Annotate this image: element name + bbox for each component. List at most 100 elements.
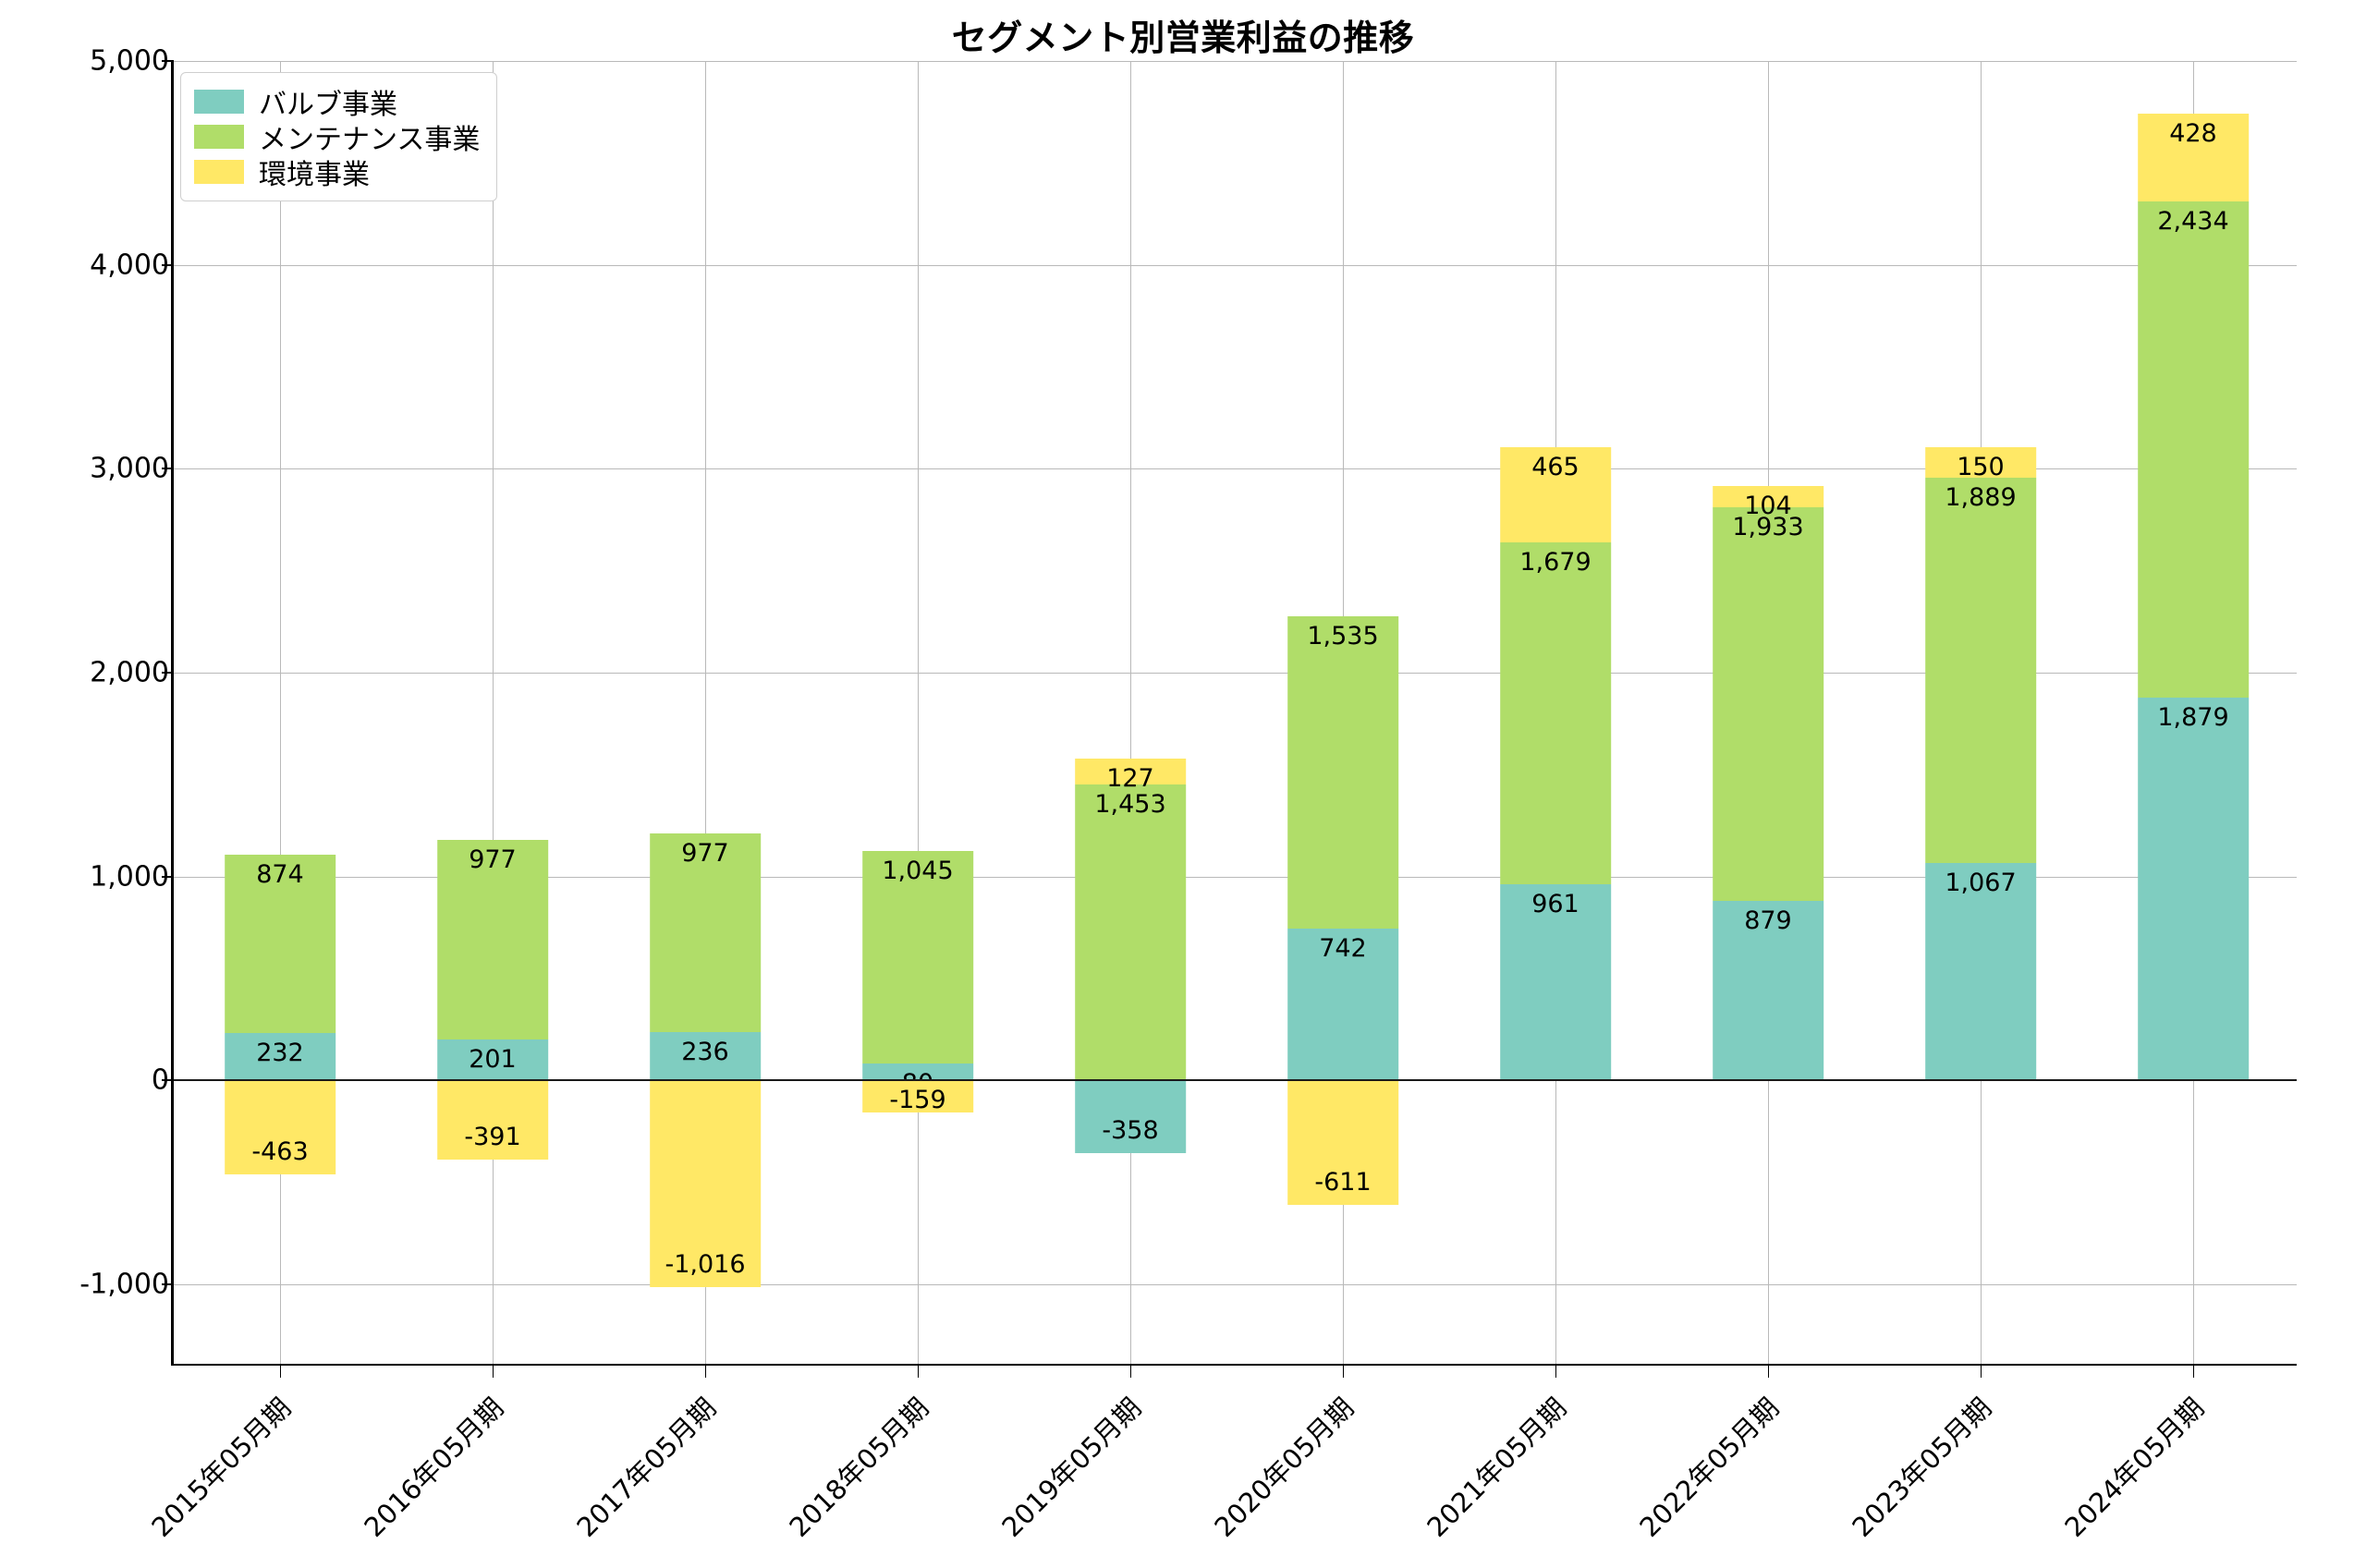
bar-group[interactable]: 1,879 2,434 428	[2138, 61, 2249, 1364]
bar-segment[interactable]: 1,879	[2138, 697, 2249, 1081]
bar-value-label: 2,434	[2157, 206, 2229, 236]
bar-segment[interactable]: 465	[1500, 447, 1611, 542]
x-gridline	[280, 61, 281, 1364]
bar-segment[interactable]: 236	[650, 1032, 761, 1081]
bar-value-label: 1,453	[1094, 789, 1166, 819]
legend-item[interactable]: 環境事業	[194, 154, 480, 191]
bar-segment[interactable]: -391	[437, 1080, 548, 1161]
y-tick-label: 1,000	[90, 860, 169, 893]
legend-swatch-icon	[194, 90, 244, 114]
y-gridline	[174, 264, 2297, 266]
x-tick-label: 2018年05月期	[783, 1392, 935, 1544]
bar-value-label: 232	[256, 1038, 304, 1067]
bar-value-label: -159	[889, 1086, 946, 1115]
x-tick-mark	[280, 1366, 281, 1378]
bar-segment[interactable]: 1,679	[1500, 541, 1611, 885]
bar-group[interactable]: 961 1,679 465	[1500, 61, 1611, 1364]
y-tick-mark	[162, 263, 174, 266]
bar-segment[interactable]: -463	[225, 1080, 335, 1175]
bar-value-label: 879	[1744, 906, 1792, 936]
y-tick-label: 0	[151, 1064, 169, 1097]
x-tick-label: 2019年05月期	[995, 1392, 1148, 1544]
y-gridline	[174, 468, 2297, 470]
bar-group[interactable]: 232 874 -463	[225, 61, 335, 1364]
bar-value-label: 977	[681, 838, 729, 868]
bar-segment[interactable]: 80	[862, 1064, 973, 1098]
x-tick-label: 2024年05月期	[2058, 1392, 2211, 1544]
bar-group[interactable]: 1,067 1,889 150	[1925, 61, 2036, 1364]
y-tick-label: 5,000	[90, 44, 169, 78]
y-tick-label: 4,000	[90, 249, 169, 282]
bar-value-label: 104	[1744, 491, 1792, 520]
bar-value-label: 236	[681, 1038, 729, 1067]
bar-segment[interactable]: 1,067	[1925, 862, 2036, 1081]
bar-group[interactable]: 742 1,535 -611	[1287, 61, 1398, 1364]
x-tick-label: 2017年05月期	[570, 1392, 723, 1544]
bar-value-label: 742	[1319, 934, 1367, 964]
x-gridline	[493, 61, 494, 1364]
bar-value-label: 977	[469, 845, 517, 875]
x-tick-mark	[2193, 1366, 2194, 1378]
bar-segment[interactable]: -159	[862, 1080, 973, 1115]
legend-item[interactable]: バルブ事業	[194, 84, 480, 121]
x-tick-mark	[1768, 1366, 1769, 1378]
bar-segment[interactable]: 1,045	[862, 850, 973, 1064]
bar-segment[interactable]: 104	[1713, 485, 1823, 520]
legend-item[interactable]: メンテナンス事業	[194, 119, 480, 156]
bar-segment[interactable]: -358	[1075, 1080, 1186, 1154]
x-tick-mark	[1555, 1366, 1556, 1378]
bar-segment[interactable]: 1,453	[1075, 784, 1186, 1081]
bar-value-label: 201	[469, 1044, 517, 1074]
bar-segment[interactable]: 150	[1925, 446, 2036, 481]
x-gridline	[705, 61, 706, 1364]
bar-value-label: 1,535	[1307, 621, 1379, 650]
bar-segment[interactable]: -611	[1287, 1080, 1398, 1205]
bar-segment[interactable]: 1,535	[1287, 615, 1398, 930]
bar-segment[interactable]: 1,933	[1713, 506, 1823, 902]
y-tick-mark	[162, 875, 174, 878]
x-tick-mark	[1343, 1366, 1344, 1378]
bar-segment[interactable]: 742	[1287, 929, 1398, 1081]
bar-value-label: 1,889	[1945, 482, 2017, 512]
bar-segment[interactable]: 127	[1075, 758, 1186, 793]
bar-segment[interactable]: 2,434	[2138, 201, 2249, 698]
x-tick-label: 2016年05月期	[358, 1392, 510, 1544]
bar-segment[interactable]: 1,889	[1925, 477, 2036, 863]
bar-segment[interactable]: 201	[437, 1039, 548, 1081]
bar-group[interactable]: 80 1,045 -159	[862, 61, 973, 1364]
bar-value-label: -358	[1102, 1116, 1159, 1146]
y-tick-label: 2,000	[90, 656, 169, 689]
y-gridline	[174, 672, 2297, 674]
bar-segment[interactable]: 232	[225, 1032, 335, 1081]
y-tick-mark	[162, 671, 174, 674]
x-tick-mark	[705, 1366, 706, 1378]
bar-segment[interactable]: 977	[437, 840, 548, 1039]
bar-value-label: 1,933	[1732, 512, 1804, 541]
bar-segment[interactable]: 874	[225, 855, 335, 1033]
bar-value-label: -463	[251, 1137, 309, 1167]
bar-value-label: 1,045	[882, 856, 954, 885]
bar-value-label: 1,679	[1519, 547, 1592, 577]
zero-line	[174, 1079, 2297, 1082]
bar-segment[interactable]: -1,016	[650, 1080, 761, 1288]
x-tick-mark	[493, 1366, 494, 1378]
bar-group[interactable]: 879 1,933 104	[1713, 61, 1823, 1364]
bar-value-label: -611	[1314, 1167, 1372, 1197]
y-gridline	[174, 1283, 2297, 1285]
bar-value-label: -1,016	[665, 1250, 746, 1280]
bar-segment[interactable]: 428	[2138, 114, 2249, 201]
y-tick-mark	[162, 1079, 174, 1082]
x-tick-mark	[1130, 1366, 1131, 1378]
bar-value-label: 961	[1531, 890, 1579, 919]
chart-legend: バルブ事業 メンテナンス事業 環境事業	[180, 72, 498, 201]
x-gridline	[1130, 61, 1131, 1364]
bar-segment[interactable]: 977	[650, 833, 761, 1033]
bar-value-label: 1,067	[1945, 868, 2017, 897]
bar-group[interactable]: -358 1,453 127	[1075, 61, 1186, 1364]
bar-value-label: 465	[1531, 453, 1579, 482]
bar-group[interactable]: 236 977 -1,016	[650, 61, 761, 1364]
bar-segment[interactable]: 961	[1500, 884, 1611, 1081]
bar-group[interactable]: 201 977 -391	[437, 61, 548, 1364]
bar-segment[interactable]: 879	[1713, 901, 1823, 1081]
